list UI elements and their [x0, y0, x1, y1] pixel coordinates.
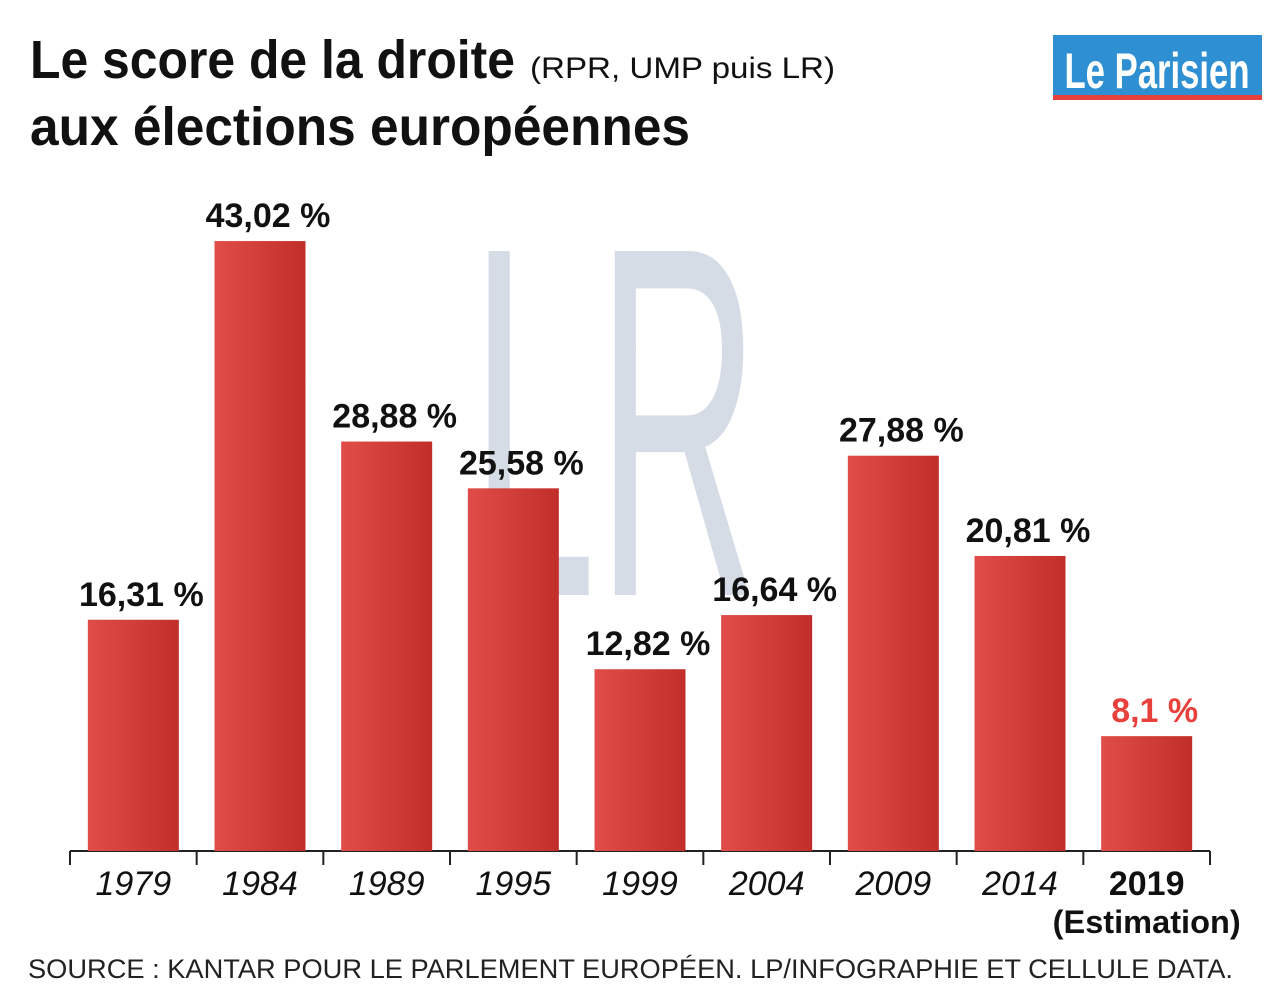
bar-shade: [847, 455, 939, 851]
x-tick-label: 1989: [349, 865, 425, 903]
bar-shade: [721, 615, 813, 851]
value-label: 8,1 %: [1111, 692, 1198, 730]
x-tick-label: 2004: [728, 865, 805, 903]
logo-underline: [1053, 95, 1262, 100]
value-label: 12,82 %: [586, 625, 711, 663]
bar-shade: [467, 488, 559, 851]
bar-shade: [594, 669, 686, 851]
bar-shade: [974, 555, 1066, 851]
value-label: 16,64 %: [712, 571, 837, 609]
x-tick-label: 1984: [222, 865, 298, 903]
source: SOURCE : KANTAR POUR LE PARLEMENT EUROPÉ…: [28, 954, 1233, 984]
bar-shade: [341, 441, 433, 851]
value-label: 28,88 %: [332, 398, 457, 436]
x-tick-label: 2009: [855, 865, 932, 903]
bar-shade: [214, 241, 306, 851]
x-tick-label: 2019: [1109, 865, 1185, 903]
bar-shade: [87, 619, 179, 851]
x-tick-label: 1999: [602, 865, 678, 903]
value-label: 16,31 %: [79, 576, 204, 614]
title-note: (RPR, UMP puis LR): [530, 52, 835, 85]
value-label: 20,81 %: [966, 512, 1091, 550]
value-label: 27,88 %: [839, 412, 964, 450]
x-tick-label: 2014: [981, 865, 1058, 903]
x-tick-label: 1995: [476, 865, 552, 903]
logo: Le Parisien: [1065, 43, 1250, 99]
category-note: (Estimation): [1053, 904, 1241, 940]
value-label: 25,58 %: [459, 444, 584, 482]
chart-title: Le score de la droite: [30, 30, 515, 90]
x-tick-label: 1979: [96, 865, 172, 903]
bar-shade: [1101, 736, 1193, 851]
value-label: 43,02 %: [206, 197, 331, 235]
logo-box: [1053, 35, 1262, 95]
chart-title-line2: aux élections européennes: [30, 97, 690, 157]
